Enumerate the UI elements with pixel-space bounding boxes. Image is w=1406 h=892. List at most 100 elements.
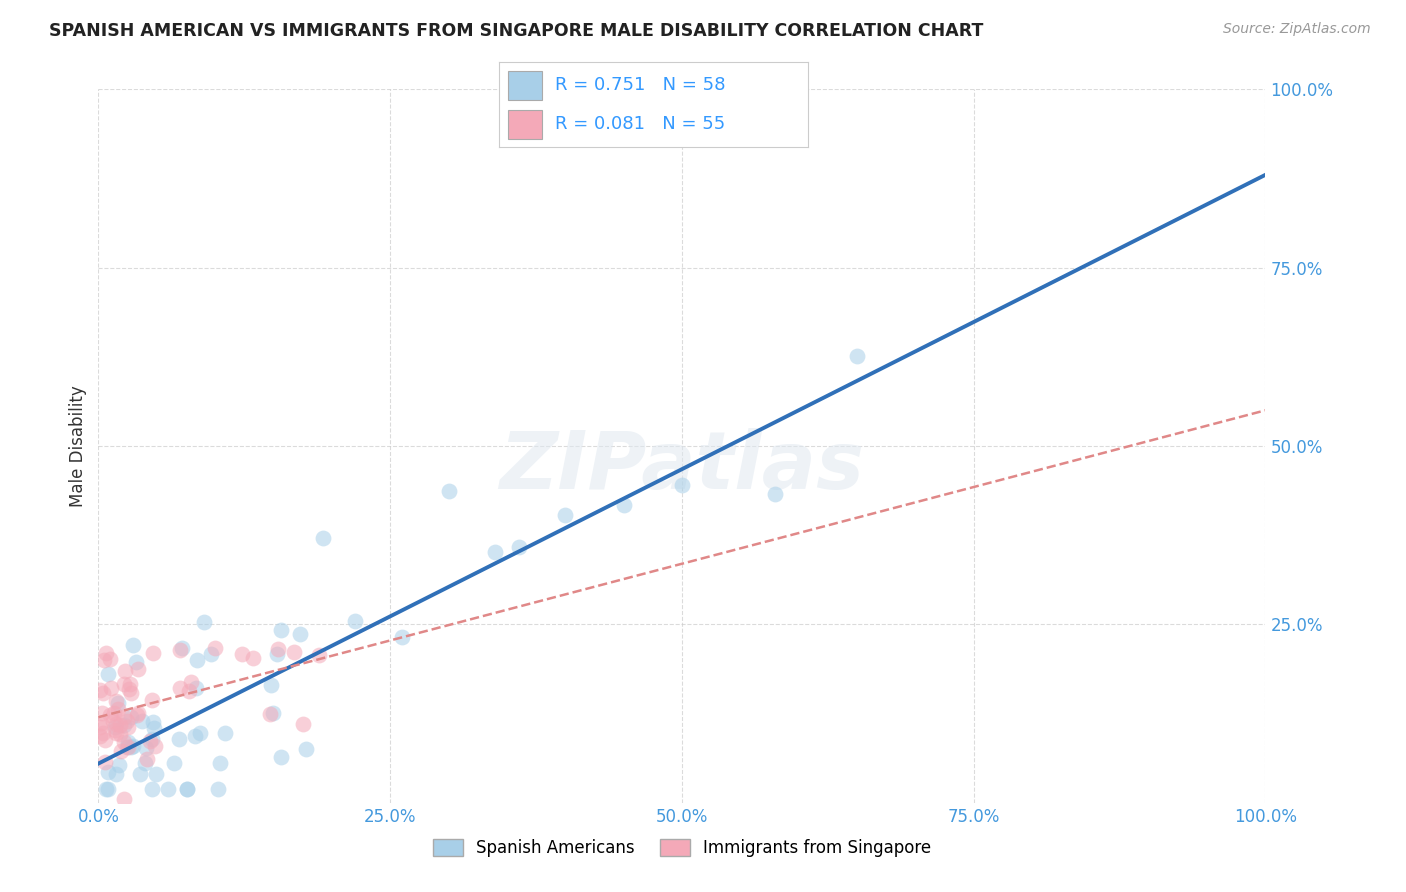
- Point: [184, 729, 207, 743]
- Point: [508, 540, 530, 554]
- Point: [143, 739, 166, 754]
- Point: [484, 544, 506, 558]
- Point: [142, 646, 165, 660]
- Point: [104, 726, 127, 740]
- Text: Source: ZipAtlas.com: Source: ZipAtlas.com: [1223, 22, 1371, 37]
- Point: [288, 626, 311, 640]
- Point: [612, 498, 634, 512]
- Point: [122, 638, 145, 652]
- Point: [204, 640, 226, 655]
- Point: [94, 755, 117, 769]
- Point: [283, 644, 305, 658]
- Point: [118, 677, 141, 691]
- Point: [141, 731, 163, 746]
- Point: [134, 756, 156, 771]
- Point: [103, 706, 125, 721]
- Point: [107, 696, 129, 710]
- Point: [200, 647, 222, 661]
- Point: [117, 735, 139, 749]
- Point: [94, 732, 117, 747]
- Point: [291, 716, 314, 731]
- Point: [105, 694, 128, 708]
- Text: SPANISH AMERICAN VS IMMIGRANTS FROM SINGAPORE MALE DISABILITY CORRELATION CHART: SPANISH AMERICAN VS IMMIGRANTS FROM SING…: [49, 22, 984, 40]
- Point: [117, 682, 139, 697]
- Point: [97, 781, 120, 796]
- Point: [112, 710, 135, 724]
- Point: [270, 623, 292, 637]
- Point: [136, 752, 159, 766]
- Point: [120, 686, 142, 700]
- Point: [131, 714, 153, 728]
- Point: [554, 508, 576, 523]
- Point: [100, 652, 122, 666]
- Point: [207, 781, 229, 796]
- Point: [89, 720, 111, 734]
- Point: [108, 758, 131, 772]
- Point: [108, 718, 131, 732]
- Point: [110, 744, 132, 758]
- Point: [112, 735, 135, 749]
- Point: [845, 349, 868, 363]
- Point: [93, 686, 115, 700]
- Point: [94, 646, 117, 660]
- FancyBboxPatch shape: [509, 110, 543, 139]
- Point: [344, 614, 367, 628]
- Point: [105, 717, 128, 731]
- Point: [101, 714, 124, 728]
- Point: [127, 708, 149, 723]
- Point: [145, 767, 167, 781]
- Point: [169, 642, 191, 657]
- FancyBboxPatch shape: [509, 71, 543, 100]
- Point: [104, 723, 127, 737]
- Point: [763, 487, 786, 501]
- Point: [141, 693, 163, 707]
- Point: [186, 653, 208, 667]
- Y-axis label: Male Disability: Male Disability: [69, 385, 87, 507]
- Point: [104, 720, 127, 734]
- Point: [266, 648, 288, 662]
- Point: [188, 726, 211, 740]
- Point: [156, 781, 179, 796]
- Point: [93, 653, 115, 667]
- Point: [89, 683, 111, 698]
- Point: [391, 630, 413, 644]
- Point: [97, 764, 120, 779]
- Point: [169, 681, 191, 695]
- Point: [127, 662, 149, 676]
- Point: [112, 718, 135, 732]
- Point: [105, 767, 128, 781]
- Point: [91, 706, 114, 721]
- Point: [208, 756, 231, 770]
- Point: [107, 702, 129, 716]
- Point: [94, 781, 117, 796]
- Text: ZIPatlas: ZIPatlas: [499, 428, 865, 507]
- Point: [117, 740, 139, 755]
- Point: [120, 710, 142, 724]
- Point: [112, 677, 135, 691]
- Point: [117, 714, 139, 728]
- Point: [184, 681, 207, 695]
- Point: [143, 721, 166, 735]
- Point: [98, 708, 121, 723]
- Point: [117, 740, 139, 755]
- Point: [125, 655, 148, 669]
- Point: [180, 675, 202, 690]
- Point: [90, 715, 112, 730]
- Point: [169, 732, 191, 747]
- Point: [312, 531, 335, 545]
- Point: [242, 650, 264, 665]
- Point: [214, 725, 236, 739]
- Point: [172, 641, 194, 656]
- Point: [114, 664, 136, 678]
- Point: [294, 742, 316, 756]
- Point: [127, 706, 149, 720]
- Point: [176, 781, 198, 796]
- Point: [97, 667, 120, 681]
- Point: [671, 477, 693, 491]
- Point: [231, 648, 253, 662]
- Point: [267, 641, 290, 656]
- Point: [100, 681, 122, 695]
- Point: [259, 707, 281, 722]
- Point: [135, 740, 157, 755]
- Point: [121, 739, 143, 754]
